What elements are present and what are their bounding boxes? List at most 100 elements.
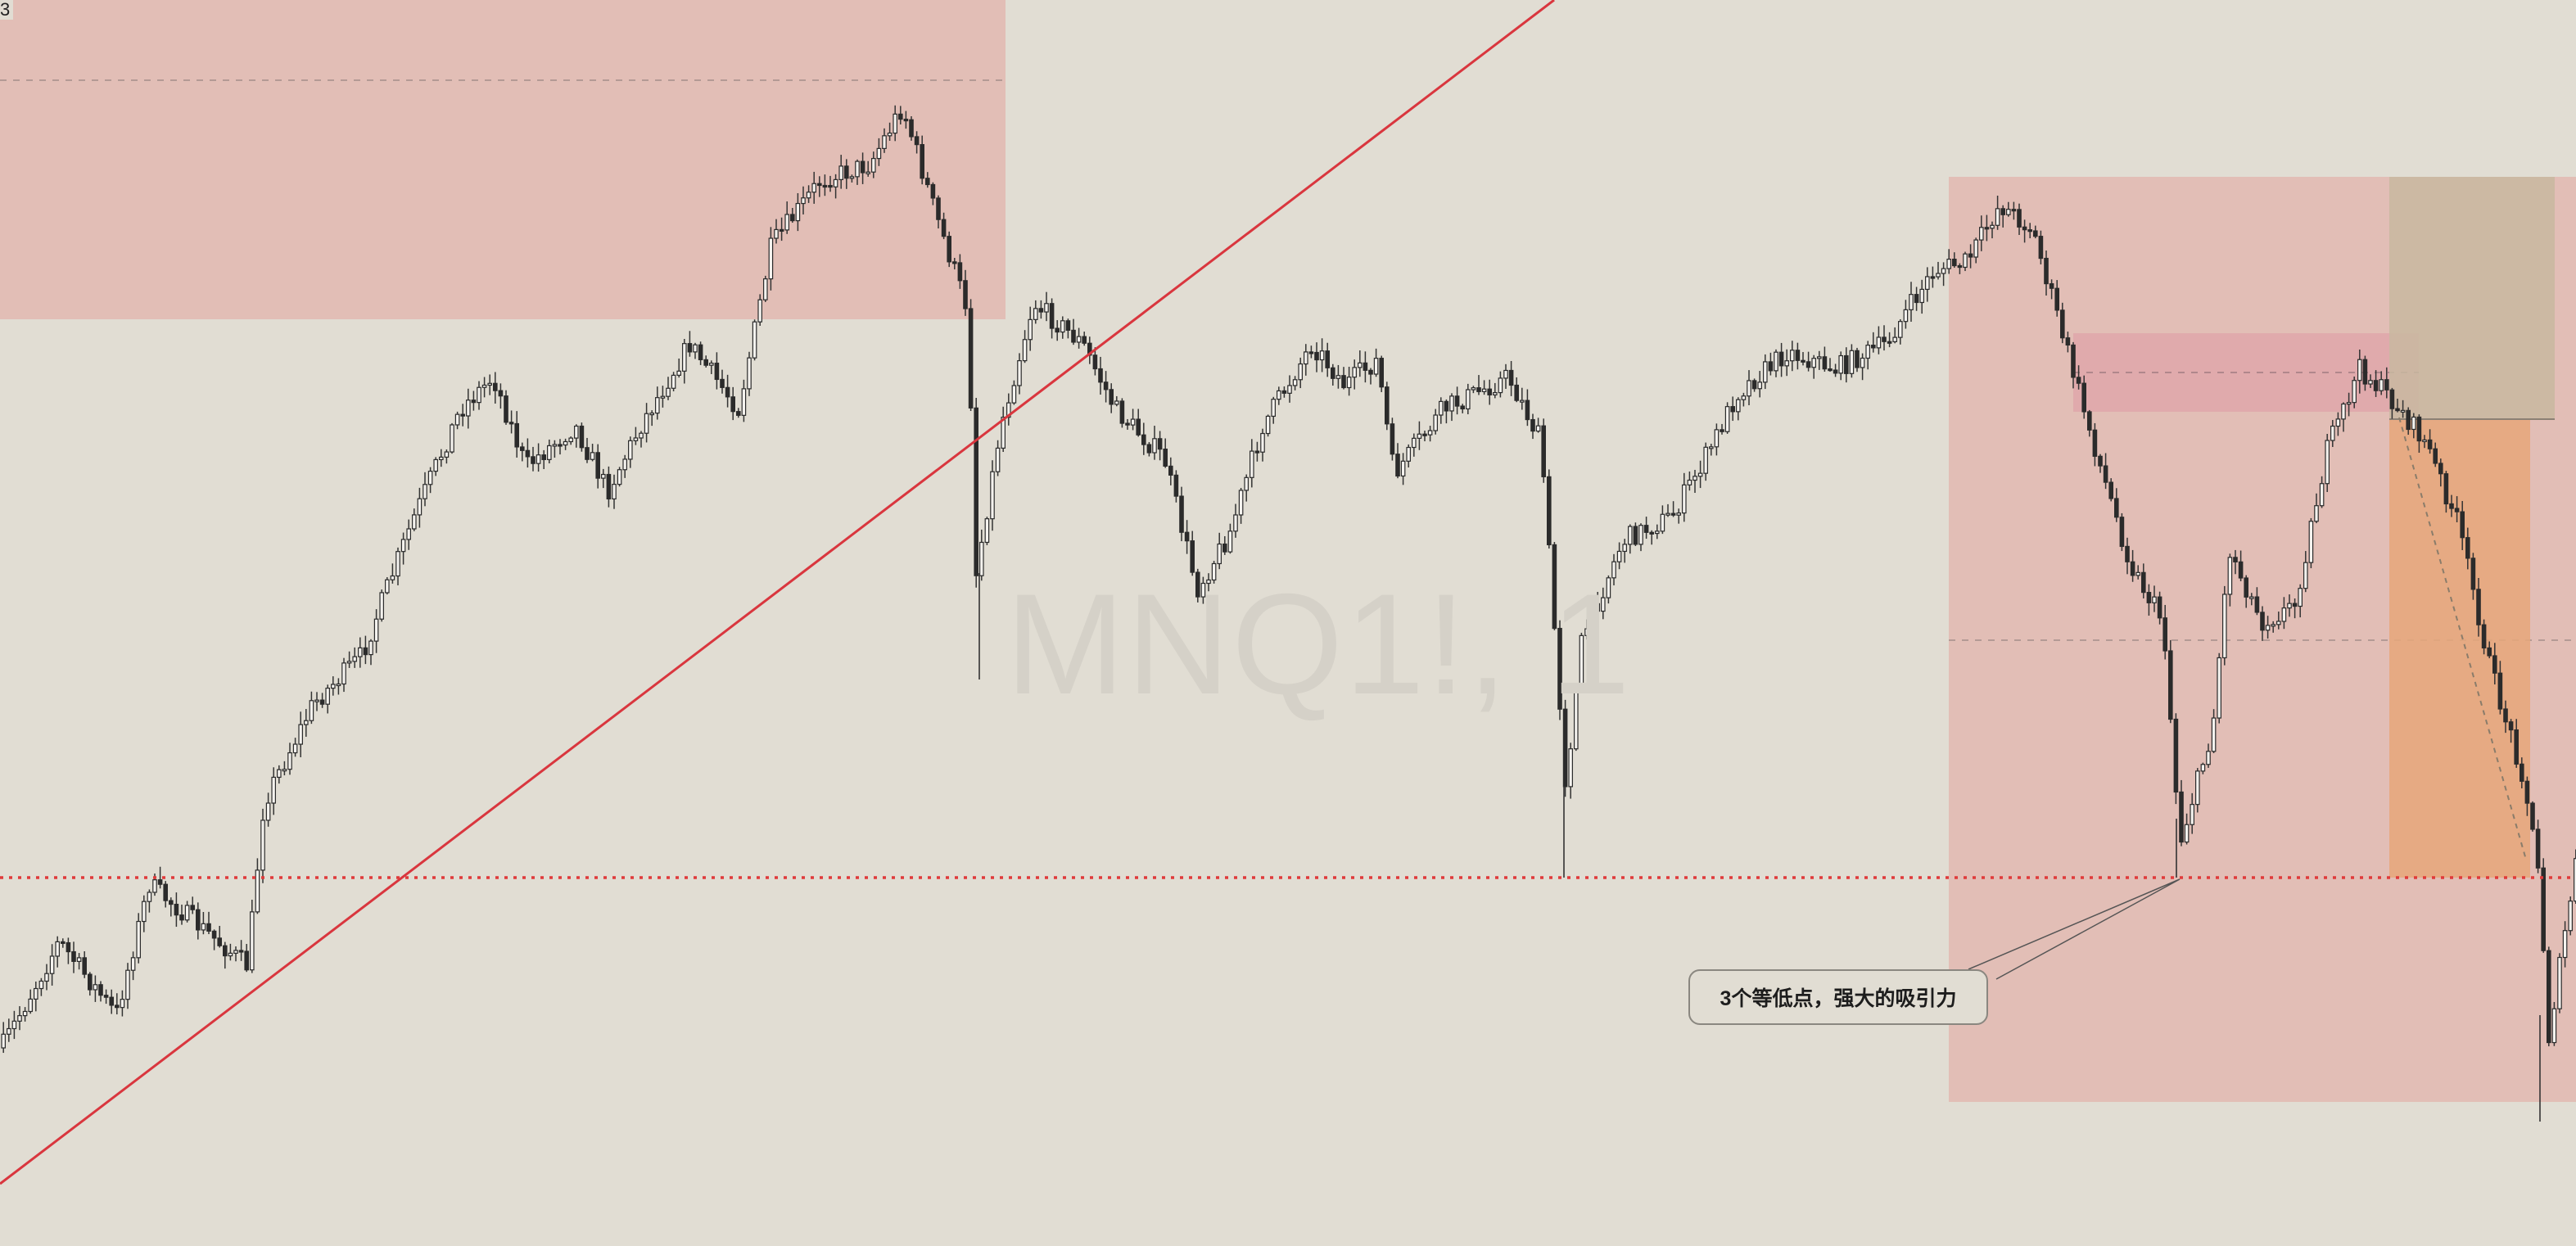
candle-body [774, 228, 779, 239]
candle-body [1471, 387, 1476, 391]
candle-body [552, 444, 558, 447]
candle-body [1006, 402, 1011, 418]
trendline-ray[interactable] [0, 0, 1555, 1185]
candle-body [1346, 377, 1352, 389]
candle-body [1676, 512, 1682, 516]
candle-body [1638, 525, 1643, 545]
candle-body [2411, 416, 2416, 431]
candle-body [1654, 530, 1660, 535]
candle-body [1363, 362, 1368, 371]
candle-body [1579, 634, 1584, 691]
candle-body [1454, 395, 1460, 407]
candle-body [741, 388, 747, 416]
candle-body [984, 518, 990, 544]
candle-body [2130, 561, 2135, 576]
candle-body [693, 344, 698, 353]
candle-body [2481, 624, 2487, 649]
candle-body [406, 528, 412, 540]
candle-body [1384, 386, 1390, 425]
candle-body [795, 202, 801, 222]
candle-body [277, 769, 282, 779]
candle-body [1319, 350, 1325, 361]
candle-body [130, 957, 136, 971]
candle-body [681, 343, 687, 372]
candle-body [2551, 1008, 2557, 1044]
candle-body [169, 900, 174, 905]
candle-body [1979, 227, 1984, 241]
candle-body [1552, 544, 1557, 630]
candle-body [1481, 388, 1487, 392]
candle-body [2233, 557, 2238, 562]
candle-body [1125, 422, 1130, 426]
candle-body [2298, 588, 2303, 607]
candle-body [260, 819, 265, 871]
candle-body [951, 261, 957, 264]
candle-body [196, 909, 201, 931]
candle-body [1444, 400, 1449, 412]
candle-body [676, 370, 682, 376]
candle-body [298, 724, 304, 745]
candle-body [1914, 294, 1919, 304]
candle-body [660, 395, 666, 399]
candle-body [1709, 446, 1714, 449]
candle-body [487, 382, 493, 386]
candle-body [1352, 367, 1358, 378]
candle-body [1330, 367, 1335, 379]
candle-body [1222, 543, 1227, 553]
candle-body [1724, 406, 1730, 432]
candle-body [60, 941, 66, 944]
candle-body [1308, 351, 1314, 354]
candle-body [1022, 339, 1028, 362]
candle-body [2125, 545, 2130, 562]
candle-body [2422, 439, 2427, 443]
candle-body [1730, 406, 1736, 413]
candle-body [1141, 434, 1146, 445]
candle-body [2319, 483, 2325, 507]
candle-body [115, 1004, 120, 1009]
candle-body [2195, 770, 2200, 806]
candle-body [2379, 379, 2384, 391]
candle-body [747, 357, 752, 390]
candle-body [1530, 418, 1535, 432]
candle-body [1801, 359, 1805, 363]
candle-body [865, 171, 871, 174]
candle-body [2190, 804, 2195, 825]
candle-body [1379, 358, 1385, 388]
candle-body [1422, 433, 1427, 436]
candle-body [358, 647, 363, 657]
candle-body [508, 422, 514, 425]
candle-body [752, 321, 757, 359]
candle-body [2146, 592, 2152, 603]
candle-body [2006, 209, 2011, 215]
candle-body [1514, 384, 1520, 401]
candle-body [563, 440, 568, 446]
candle-body [1790, 350, 1795, 362]
candle-body [103, 995, 109, 998]
candle-body [1163, 448, 1168, 467]
candle-body [93, 984, 98, 991]
candle-body [174, 903, 179, 916]
annotation-callout[interactable]: 3个等低点，强大的吸引力 [1688, 969, 1988, 1025]
candle-body [471, 400, 477, 404]
candle-body [2071, 344, 2076, 378]
candle-body [963, 280, 968, 309]
short-position-risk-zone[interactable] [2389, 177, 2555, 419]
short-position-reward-zone[interactable] [2389, 419, 2530, 878]
candle-body [1298, 363, 1304, 381]
supply-zone-upper-left[interactable] [0, 0, 1006, 319]
candle-body [2017, 209, 2022, 228]
candle-body [606, 473, 612, 500]
candle-body [968, 308, 974, 409]
candle-body [368, 640, 373, 656]
candle-body [627, 440, 633, 460]
candle-body [811, 183, 817, 193]
candle-body [519, 446, 525, 451]
candle-body [395, 551, 400, 577]
candle-body [385, 579, 390, 594]
candle-body [1460, 405, 1466, 410]
candle-body [1747, 380, 1751, 397]
candle-body [1092, 354, 1098, 370]
candle-body [1200, 582, 1206, 598]
